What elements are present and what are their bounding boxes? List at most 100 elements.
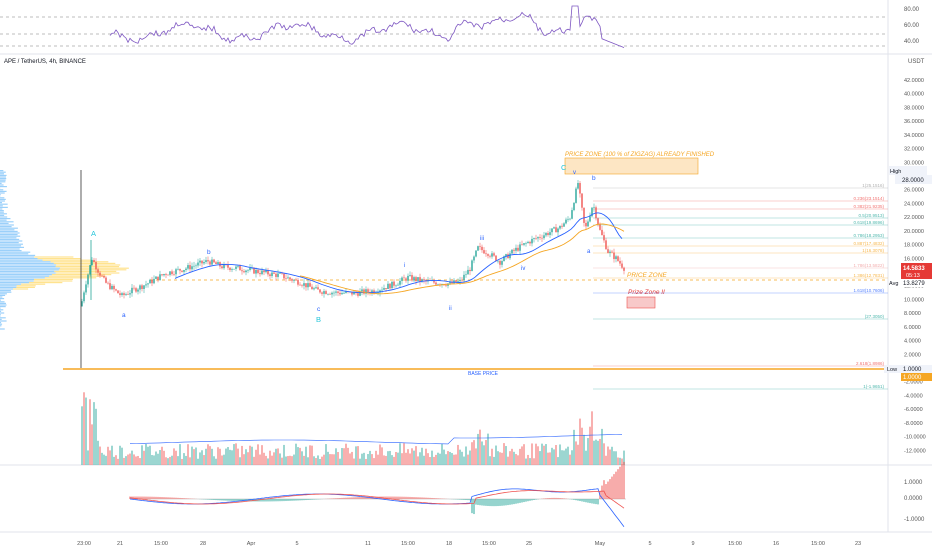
volume-bar <box>277 448 279 465</box>
volume-bar <box>299 447 301 465</box>
volume-profile-bar <box>0 328 5 330</box>
volume-bar <box>303 455 305 465</box>
volume-profile-bar <box>0 186 7 188</box>
volume-bar <box>507 456 509 465</box>
macd-histogram-bar <box>391 496 393 499</box>
macd-histogram-bar <box>275 499 277 502</box>
time-tick-label: 9 <box>691 541 694 547</box>
price-zone-box[interactable] <box>564 157 699 175</box>
volume-profile-bar <box>0 266 56 268</box>
price-tick-label: 2.0000 <box>904 352 921 358</box>
macd-histogram-bar <box>615 471 617 499</box>
macd-histogram-bar <box>603 480 605 499</box>
candle-body <box>267 270 269 275</box>
volume-bar <box>153 455 155 465</box>
macd-histogram-bar <box>375 496 377 499</box>
time-tick-label: 28 <box>200 541 206 547</box>
avg-badge-value: 13.8279 <box>903 281 925 287</box>
volume-bar <box>221 455 223 465</box>
candle-body <box>229 267 231 270</box>
volume-bar <box>129 453 131 465</box>
candle-body <box>307 283 309 288</box>
fib-level-label: 1.386(12.7831) <box>853 273 884 278</box>
volume-bar <box>171 455 173 465</box>
volume-profile-bar <box>0 226 12 228</box>
symbol-title[interactable]: APE / TetherUS, 4h, BINANCE <box>4 59 86 65</box>
volume-bar <box>227 447 229 465</box>
ma-orange-line <box>299 223 625 295</box>
volume-profile-bar <box>0 189 4 191</box>
price-tick-label: 32.0000 <box>904 147 924 153</box>
volume-bar <box>327 451 329 465</box>
volume-profile-bar <box>0 243 23 245</box>
volume-bar <box>521 446 523 465</box>
volume-profile-bar <box>0 197 5 199</box>
candle-body <box>461 279 463 281</box>
volume-profile-bar <box>0 254 36 256</box>
macd-histogram-bar <box>295 499 297 501</box>
volume-bar <box>187 444 189 465</box>
volume-bar <box>343 448 345 465</box>
macd-signal-line <box>129 490 625 509</box>
candle-body <box>503 256 505 262</box>
candle-body <box>311 286 313 290</box>
volume-bar <box>513 451 515 465</box>
candle-body <box>445 285 447 286</box>
candle-body <box>375 292 377 294</box>
candle-body <box>403 277 405 279</box>
volume-bar <box>339 458 341 465</box>
volume-bar <box>139 458 141 465</box>
macd-histogram-bar <box>225 499 227 501</box>
candle-body <box>141 285 143 289</box>
macd-histogram-bar <box>233 499 235 501</box>
volume-bar <box>285 456 287 465</box>
wave-label-B: B <box>316 315 321 324</box>
candle-body <box>591 207 593 217</box>
volume-profile-bar <box>0 325 2 327</box>
macd-tick-label: 0.0000 <box>904 496 923 502</box>
candle-body <box>621 263 623 268</box>
candle-body <box>523 243 525 245</box>
macd-histogram-bar <box>403 496 405 499</box>
candle-body <box>377 292 379 294</box>
volume-profile-bar <box>0 309 4 311</box>
volume-bar <box>141 445 143 465</box>
volume-bar <box>607 446 609 465</box>
candle-body <box>435 282 437 285</box>
candle-body <box>305 283 307 288</box>
candle-body <box>313 288 315 290</box>
candle-body <box>265 270 267 273</box>
candle-body <box>581 193 583 208</box>
time-axis[interactable]: 23:00 21 15:00 28 Apr 5 11 15:00 18 15:00 25 May 5 9 1… <box>77 541 861 547</box>
prize-zone-ii-box[interactable] <box>626 296 656 309</box>
macd-histogram-bar <box>215 499 217 501</box>
candle-body <box>127 294 129 295</box>
macd-histogram-bar <box>249 499 251 502</box>
macd-histogram-bar <box>469 499 471 501</box>
macd-histogram-bar <box>219 499 221 501</box>
volume-bar <box>255 449 257 465</box>
volume-bar <box>225 448 227 465</box>
volume-bar <box>571 450 573 465</box>
wave-labels: A a b c B i ii iii iv v C b a <box>91 163 596 324</box>
macd-histogram-bar <box>259 499 261 502</box>
volume-bar <box>473 440 475 465</box>
volume-bar <box>487 433 489 465</box>
candle-body <box>583 207 585 223</box>
volume-bar <box>427 453 429 465</box>
volume-bar <box>81 406 83 465</box>
volume-bar <box>289 455 291 465</box>
candle-body <box>345 291 347 293</box>
volume-bar <box>451 453 453 465</box>
candle-body <box>277 273 279 277</box>
volume-profile-bar <box>0 246 25 248</box>
volume-bar <box>469 450 471 465</box>
volume-bar <box>305 446 307 465</box>
volume-bar <box>135 456 137 465</box>
volume-profile-bar <box>0 262 54 264</box>
candle-body <box>87 274 89 285</box>
macd-line <box>129 488 625 527</box>
current-price-badge[interactable] <box>901 263 932 279</box>
candle-body <box>195 265 197 267</box>
